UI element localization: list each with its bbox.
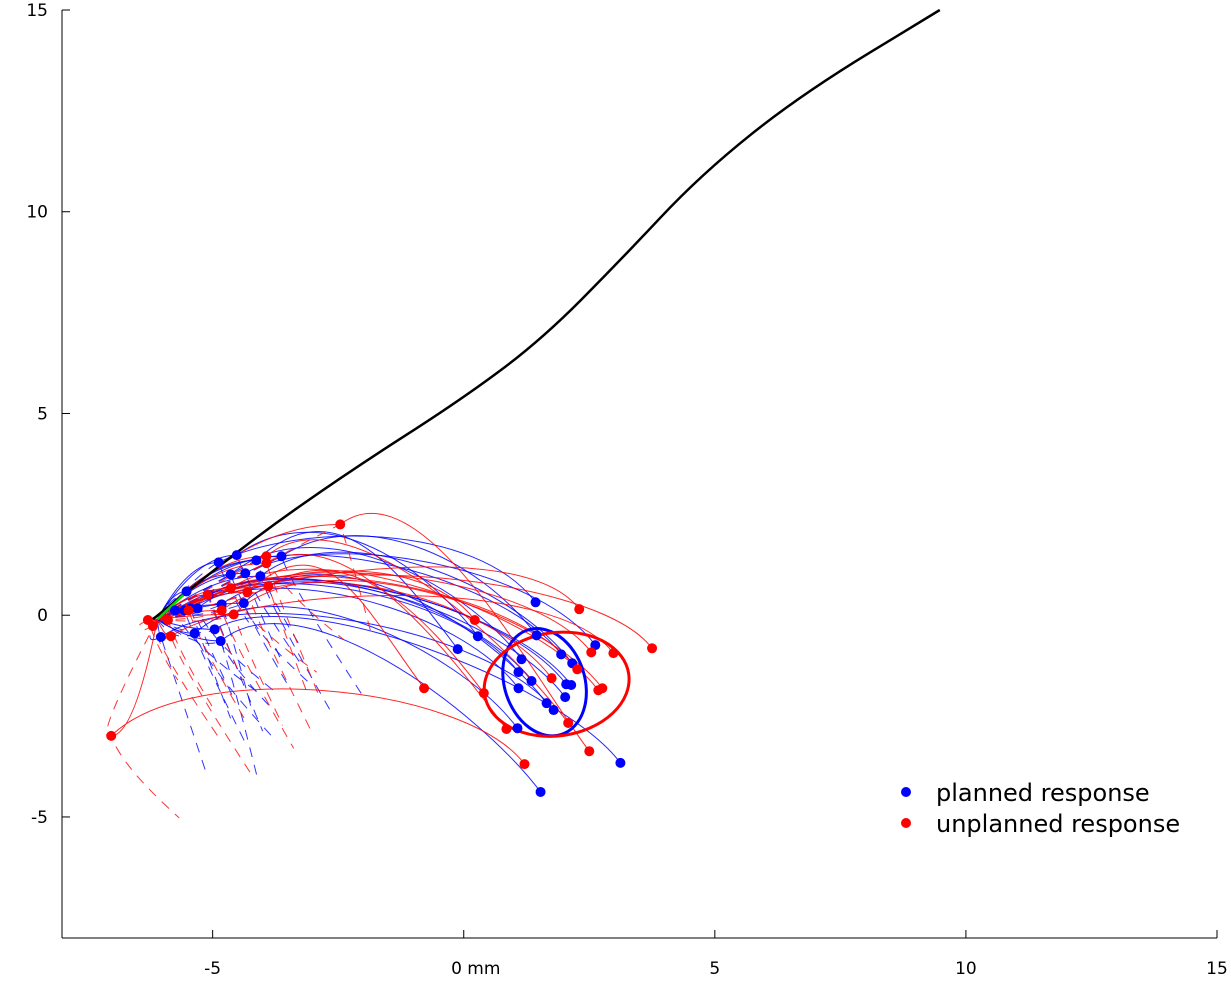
legend: planned response unplanned response [901, 779, 1180, 838]
data-point [181, 586, 192, 597]
data-point [526, 675, 537, 686]
data-point [216, 605, 227, 616]
y-tick-label: -5 [31, 808, 48, 828]
x-tick-label: 5 [709, 959, 720, 979]
data-point [531, 630, 542, 641]
data-point [261, 558, 272, 569]
data-point [238, 598, 249, 609]
data-point [548, 705, 559, 716]
data-point [516, 654, 527, 665]
y-tick-label: 15 [26, 1, 48, 21]
trajectory-line [157, 579, 603, 689]
dashed-trajectory [157, 602, 313, 686]
trajectory-line [157, 535, 537, 636]
data-point [419, 683, 430, 694]
data-point [242, 587, 253, 598]
data-point [593, 685, 604, 696]
data-point [584, 746, 595, 757]
dashed-trajectory [155, 619, 253, 776]
x-tick-label: 10 [955, 959, 977, 979]
y-tick-label: 0 [37, 606, 48, 626]
dashed-trajectory [157, 609, 295, 749]
legend-label-unplanned: unplanned response [936, 810, 1180, 838]
data-point [335, 519, 346, 530]
data-point [501, 723, 512, 734]
data-point [240, 568, 251, 579]
data-point [155, 632, 166, 643]
data-point [165, 631, 176, 642]
legend-label-planned: planned response [936, 779, 1150, 807]
legend-marker-unplanned [901, 818, 911, 828]
trajectory-line [157, 618, 541, 793]
data-point [541, 698, 552, 709]
initial-segment-line [156, 590, 189, 621]
data-point [169, 605, 180, 616]
data-point [215, 636, 226, 647]
data-point [519, 759, 530, 770]
data-point [192, 603, 203, 614]
x-tick-label: 0 mm [451, 959, 500, 979]
dots [106, 519, 658, 797]
data-point [147, 621, 158, 632]
trajectory-line [157, 569, 485, 694]
data-point [225, 569, 236, 580]
trajectory-line [156, 535, 536, 620]
data-point [202, 590, 213, 601]
data-point [586, 647, 597, 658]
confidence-ellipse [482, 630, 631, 738]
data-point [263, 581, 274, 592]
trajectory-line [157, 553, 507, 730]
data-point [608, 648, 619, 659]
axes: -5 0 mm 5 10 15 -5 0 5 10 15 [26, 1, 1227, 979]
data-point [255, 571, 266, 582]
data-point [231, 550, 242, 561]
data-point [572, 664, 583, 675]
trajectory-line [156, 595, 614, 654]
data-point [225, 583, 236, 594]
data-point [566, 680, 577, 691]
data-point [209, 624, 220, 635]
data-point [513, 667, 524, 678]
y-tick-label: 5 [37, 404, 48, 424]
dashed-trajectory [149, 618, 207, 773]
data-point [546, 673, 557, 684]
trajectory-line [109, 619, 525, 765]
data-point [106, 730, 117, 741]
dashed-trajectory [106, 619, 180, 819]
data-point [213, 557, 224, 568]
reference-path-line [152, 8, 941, 621]
data-point [472, 631, 483, 642]
x-tick-label: 15 [1206, 959, 1228, 979]
legend-marker-planned [901, 787, 911, 797]
x-tick-label: -5 [204, 959, 221, 979]
data-point [512, 723, 523, 734]
data-point [261, 551, 272, 562]
data-point [478, 688, 489, 699]
data-point [530, 597, 541, 608]
data-point [228, 609, 239, 620]
trajectory-line [157, 606, 518, 729]
ellipses [482, 627, 631, 738]
data-point [251, 555, 262, 566]
data-point [162, 615, 173, 626]
data-point [615, 757, 626, 768]
data-point [452, 644, 463, 655]
data-point [563, 717, 574, 728]
data-point [556, 649, 567, 660]
trajectory-line [157, 564, 425, 689]
data-point [513, 683, 524, 694]
data-point [574, 604, 585, 615]
data-point [560, 692, 571, 703]
data-point [189, 628, 200, 639]
reference-path [152, 8, 941, 621]
data-point [647, 643, 658, 654]
dashed-trajectory [143, 618, 221, 740]
data-point [535, 786, 546, 797]
data-point [183, 605, 194, 616]
data-point [276, 551, 287, 562]
dashed-trajectory [157, 603, 254, 714]
data-point [469, 615, 480, 626]
y-tick-label: 10 [26, 203, 48, 223]
